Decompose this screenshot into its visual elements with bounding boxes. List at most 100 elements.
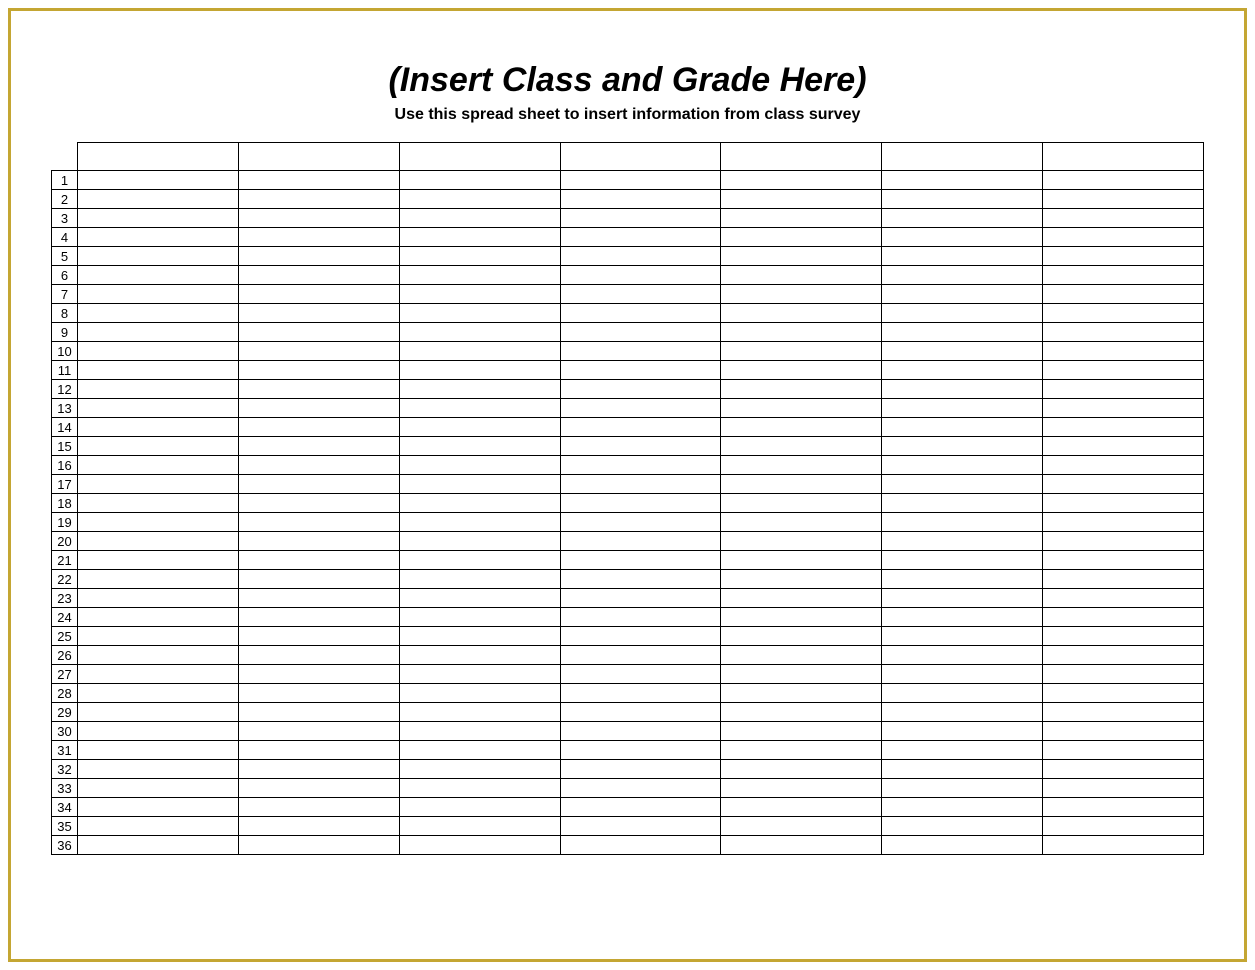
table-row: 32 bbox=[52, 760, 1204, 779]
data-cell bbox=[399, 703, 560, 722]
data-cell bbox=[1043, 570, 1204, 589]
table-row: 30 bbox=[52, 722, 1204, 741]
data-cell bbox=[882, 665, 1043, 684]
data-cell bbox=[560, 817, 721, 836]
data-cell bbox=[560, 684, 721, 703]
data-cell bbox=[238, 779, 399, 798]
data-cell bbox=[560, 551, 721, 570]
data-cell bbox=[560, 665, 721, 684]
data-cell bbox=[399, 741, 560, 760]
row-number-cell: 13 bbox=[52, 399, 78, 418]
data-cell bbox=[399, 817, 560, 836]
data-cell bbox=[238, 760, 399, 779]
table-row: 19 bbox=[52, 513, 1204, 532]
data-cell bbox=[882, 513, 1043, 532]
data-cell bbox=[882, 684, 1043, 703]
data-cell bbox=[78, 589, 239, 608]
data-cell bbox=[1043, 342, 1204, 361]
data-cell bbox=[238, 836, 399, 855]
data-cell bbox=[1043, 589, 1204, 608]
row-number-cell: 15 bbox=[52, 437, 78, 456]
data-cell bbox=[721, 627, 882, 646]
document-frame: (Insert Class and Grade Here) Use this s… bbox=[8, 8, 1247, 962]
data-cell bbox=[238, 266, 399, 285]
column-header bbox=[399, 143, 560, 171]
row-number-cell: 31 bbox=[52, 741, 78, 760]
data-cell bbox=[78, 304, 239, 323]
data-cell bbox=[1043, 209, 1204, 228]
header-corner-cell bbox=[52, 143, 78, 171]
data-cell bbox=[78, 418, 239, 437]
data-cell bbox=[721, 798, 882, 817]
row-number-cell: 24 bbox=[52, 608, 78, 627]
data-cell bbox=[882, 627, 1043, 646]
data-cell bbox=[721, 760, 882, 779]
row-number-cell: 6 bbox=[52, 266, 78, 285]
data-cell bbox=[399, 646, 560, 665]
data-cell bbox=[721, 684, 882, 703]
data-cell bbox=[721, 570, 882, 589]
data-cell bbox=[238, 608, 399, 627]
data-cell bbox=[399, 380, 560, 399]
data-cell bbox=[882, 722, 1043, 741]
row-number-cell: 23 bbox=[52, 589, 78, 608]
data-cell bbox=[399, 361, 560, 380]
data-cell bbox=[399, 836, 560, 855]
data-cell bbox=[1043, 228, 1204, 247]
row-number-cell: 33 bbox=[52, 779, 78, 798]
data-cell bbox=[78, 361, 239, 380]
data-cell bbox=[399, 779, 560, 798]
data-cell bbox=[560, 456, 721, 475]
row-number-cell: 22 bbox=[52, 570, 78, 589]
data-cell bbox=[238, 399, 399, 418]
data-cell bbox=[882, 836, 1043, 855]
row-number-cell: 11 bbox=[52, 361, 78, 380]
data-cell bbox=[399, 399, 560, 418]
data-cell bbox=[238, 418, 399, 437]
row-number-cell: 8 bbox=[52, 304, 78, 323]
data-cell bbox=[721, 361, 882, 380]
data-cell bbox=[78, 380, 239, 399]
data-cell bbox=[882, 608, 1043, 627]
table-row: 2 bbox=[52, 190, 1204, 209]
data-cell bbox=[1043, 361, 1204, 380]
data-cell bbox=[78, 608, 239, 627]
data-cell bbox=[399, 209, 560, 228]
row-number-cell: 4 bbox=[52, 228, 78, 247]
data-cell bbox=[882, 551, 1043, 570]
data-cell bbox=[78, 209, 239, 228]
data-cell bbox=[882, 570, 1043, 589]
data-cell bbox=[560, 285, 721, 304]
row-number-cell: 30 bbox=[52, 722, 78, 741]
table-row: 16 bbox=[52, 456, 1204, 475]
data-cell bbox=[560, 779, 721, 798]
data-cell bbox=[399, 494, 560, 513]
data-cell bbox=[721, 779, 882, 798]
data-cell bbox=[1043, 741, 1204, 760]
data-cell bbox=[78, 399, 239, 418]
document-subtitle: Use this spread sheet to insert informat… bbox=[51, 106, 1204, 124]
row-number-cell: 5 bbox=[52, 247, 78, 266]
data-cell bbox=[399, 247, 560, 266]
data-cell bbox=[560, 532, 721, 551]
data-cell bbox=[882, 646, 1043, 665]
data-cell bbox=[560, 570, 721, 589]
table-row: 26 bbox=[52, 646, 1204, 665]
table-row: 13 bbox=[52, 399, 1204, 418]
data-cell bbox=[560, 304, 721, 323]
data-cell bbox=[882, 817, 1043, 836]
data-cell bbox=[399, 608, 560, 627]
data-cell bbox=[399, 722, 560, 741]
data-cell bbox=[78, 817, 239, 836]
data-cell bbox=[399, 475, 560, 494]
data-cell bbox=[721, 817, 882, 836]
row-number-cell: 18 bbox=[52, 494, 78, 513]
data-cell bbox=[238, 342, 399, 361]
data-cell bbox=[882, 760, 1043, 779]
data-cell bbox=[882, 779, 1043, 798]
table-row: 12 bbox=[52, 380, 1204, 399]
data-cell bbox=[721, 456, 882, 475]
row-number-cell: 32 bbox=[52, 760, 78, 779]
data-cell bbox=[1043, 266, 1204, 285]
data-cell bbox=[721, 722, 882, 741]
